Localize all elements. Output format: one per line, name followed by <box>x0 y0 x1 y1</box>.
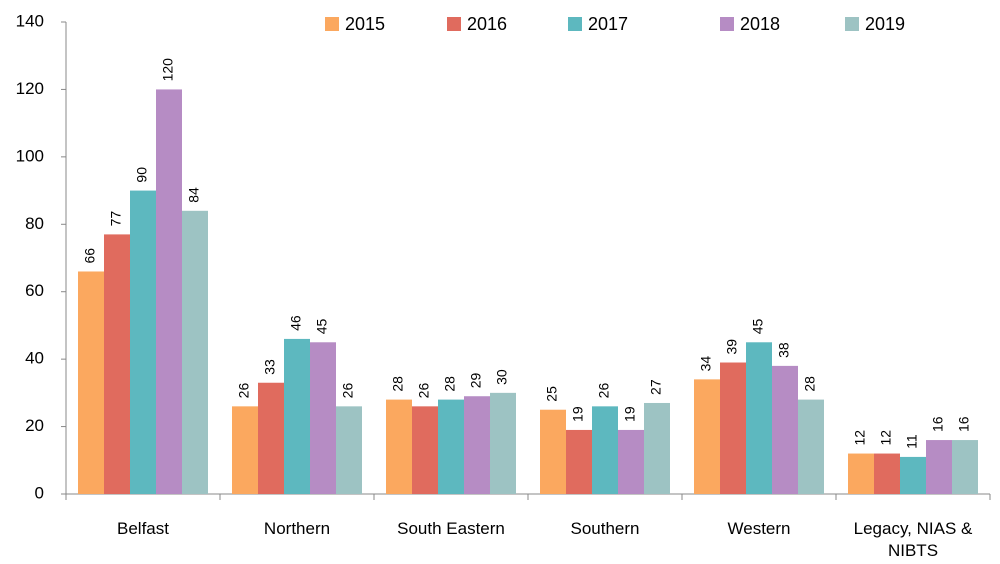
x-tick-label: Southern <box>570 519 640 538</box>
y-tick-label: 140 <box>16 11 44 30</box>
y-tick-label: 80 <box>25 214 44 233</box>
legend-swatch <box>447 17 461 31</box>
bar <box>464 396 490 494</box>
bar <box>104 234 130 494</box>
y-tick-label: 120 <box>16 79 44 98</box>
bar <box>336 406 362 494</box>
bar <box>130 190 156 495</box>
bar <box>438 399 464 494</box>
bar <box>746 342 772 494</box>
data-label: 66 <box>82 248 98 264</box>
legend-swatch <box>845 17 859 31</box>
y-tick-label: 20 <box>25 416 44 435</box>
y-tick-label: 0 <box>35 483 44 502</box>
x-tick-label: Belfast <box>117 519 169 538</box>
data-label: 30 <box>494 369 510 385</box>
bar <box>490 392 516 494</box>
bar <box>156 89 182 494</box>
data-label: 16 <box>956 416 972 432</box>
bar <box>182 210 208 495</box>
legend-swatch <box>720 17 734 31</box>
x-tick-label: South Eastern <box>397 519 505 538</box>
data-label: 90 <box>134 167 150 183</box>
data-label: 77 <box>108 211 124 227</box>
data-label: 11 <box>904 434 920 449</box>
y-tick-label: 100 <box>16 146 44 165</box>
bar <box>412 406 438 494</box>
legend-label: 2018 <box>740 14 780 34</box>
x-tick-label: Northern <box>263 519 331 538</box>
bar <box>798 399 824 494</box>
data-label: 26 <box>596 383 612 399</box>
y-tick-label: 60 <box>25 281 44 300</box>
bar <box>592 406 618 494</box>
legend-label: 2019 <box>865 14 905 34</box>
bar <box>540 409 566 494</box>
data-label: 120 <box>160 58 176 82</box>
data-label: 28 <box>802 376 818 392</box>
bar <box>258 382 284 494</box>
data-label: 26 <box>416 383 432 399</box>
bar <box>848 453 874 494</box>
bar <box>772 365 798 494</box>
bar <box>644 402 670 494</box>
data-label: 12 <box>878 430 894 446</box>
data-label: 28 <box>390 376 406 392</box>
data-label: 26 <box>236 383 252 399</box>
y-tick-label: 40 <box>25 349 44 368</box>
bar <box>284 338 310 494</box>
data-label: 45 <box>314 318 330 334</box>
legend-label: 2015 <box>345 14 385 34</box>
data-label: 33 <box>262 359 278 375</box>
bar <box>386 399 412 494</box>
data-label: 39 <box>724 339 740 355</box>
bar <box>618 429 644 494</box>
data-label: 19 <box>622 406 638 422</box>
bar <box>694 379 720 494</box>
bar <box>566 429 592 494</box>
data-label: 16 <box>930 416 946 432</box>
legend-swatch <box>568 17 582 31</box>
data-label: 19 <box>570 406 586 422</box>
bar <box>900 456 926 494</box>
bar <box>310 342 336 494</box>
data-label: 25 <box>544 386 560 402</box>
bar <box>926 440 952 494</box>
data-label: 84 <box>186 187 202 203</box>
data-label: 34 <box>698 356 714 372</box>
bar <box>78 271 104 494</box>
x-tick-label: Legacy, NIAS & NIBTS <box>853 519 973 560</box>
data-label: 46 <box>288 315 304 331</box>
bar <box>952 440 978 494</box>
legend-label: 2016 <box>467 14 507 34</box>
x-tick-label: Western <box>727 519 791 538</box>
data-label: 27 <box>648 379 664 395</box>
data-label: 38 <box>776 342 792 358</box>
bar <box>232 406 258 494</box>
data-label: 26 <box>340 383 356 399</box>
bar <box>874 453 900 494</box>
legend-label: 2017 <box>588 14 628 34</box>
legend-swatch <box>325 17 339 31</box>
data-label: 29 <box>468 372 484 388</box>
data-label: 12 <box>852 430 868 446</box>
data-label: 28 <box>442 376 458 392</box>
data-label: 45 <box>750 318 766 334</box>
bar <box>720 362 746 494</box>
